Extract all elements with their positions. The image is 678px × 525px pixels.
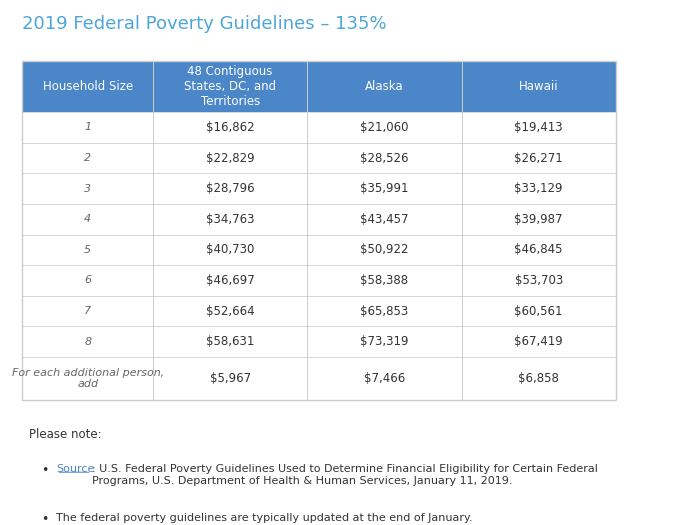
Text: $5,967: $5,967 xyxy=(210,372,251,385)
Text: Hawaii: Hawaii xyxy=(519,80,559,93)
Text: $52,664: $52,664 xyxy=(206,304,254,318)
FancyBboxPatch shape xyxy=(22,357,616,401)
Text: $7,466: $7,466 xyxy=(364,372,405,385)
Text: $6,858: $6,858 xyxy=(518,372,559,385)
Text: $46,845: $46,845 xyxy=(515,244,563,256)
FancyBboxPatch shape xyxy=(22,61,616,112)
Text: $73,319: $73,319 xyxy=(360,335,409,348)
Text: Household Size: Household Size xyxy=(43,80,133,93)
Text: $65,853: $65,853 xyxy=(360,304,409,318)
Text: $35,991: $35,991 xyxy=(360,182,409,195)
FancyBboxPatch shape xyxy=(22,296,616,327)
FancyBboxPatch shape xyxy=(22,143,616,173)
Text: $26,271: $26,271 xyxy=(515,152,563,165)
Text: $39,987: $39,987 xyxy=(515,213,563,226)
Text: 7: 7 xyxy=(84,306,92,316)
Text: $43,457: $43,457 xyxy=(360,213,409,226)
Text: The federal poverty guidelines are typically updated at the end of January.: The federal poverty guidelines are typic… xyxy=(56,512,473,522)
FancyBboxPatch shape xyxy=(22,265,616,296)
Text: $46,697: $46,697 xyxy=(206,274,254,287)
Text: $28,796: $28,796 xyxy=(206,182,254,195)
Text: $19,413: $19,413 xyxy=(515,121,563,134)
FancyBboxPatch shape xyxy=(22,235,616,265)
FancyBboxPatch shape xyxy=(22,173,616,204)
Text: 48 Contiguous
States, DC, and
Territories: 48 Contiguous States, DC, and Territorie… xyxy=(184,65,276,108)
Text: For each additional person,
add: For each additional person, add xyxy=(12,368,164,390)
Text: 2: 2 xyxy=(84,153,92,163)
Text: 2019 Federal Poverty Guidelines – 135%: 2019 Federal Poverty Guidelines – 135% xyxy=(22,15,387,33)
Text: $53,703: $53,703 xyxy=(515,274,563,287)
FancyBboxPatch shape xyxy=(22,327,616,357)
Text: $21,060: $21,060 xyxy=(360,121,409,134)
Text: 3: 3 xyxy=(84,184,92,194)
Text: $33,129: $33,129 xyxy=(515,182,563,195)
Text: $34,763: $34,763 xyxy=(206,213,254,226)
Text: $58,388: $58,388 xyxy=(361,274,409,287)
FancyBboxPatch shape xyxy=(22,112,616,143)
Text: 1: 1 xyxy=(84,122,92,132)
Text: $50,922: $50,922 xyxy=(360,244,409,256)
Text: Alaska: Alaska xyxy=(365,80,404,93)
Text: $22,829: $22,829 xyxy=(206,152,254,165)
Text: $58,631: $58,631 xyxy=(206,335,254,348)
Text: 8: 8 xyxy=(84,337,92,347)
Text: 4: 4 xyxy=(84,214,92,224)
FancyBboxPatch shape xyxy=(22,204,616,235)
Text: •: • xyxy=(41,464,48,477)
Text: $16,862: $16,862 xyxy=(206,121,254,134)
Text: $28,526: $28,526 xyxy=(360,152,409,165)
Text: $60,561: $60,561 xyxy=(515,304,563,318)
Text: $67,419: $67,419 xyxy=(515,335,563,348)
Text: Please note:: Please note: xyxy=(28,428,101,442)
Text: •: • xyxy=(41,512,48,525)
Text: 5: 5 xyxy=(84,245,92,255)
Text: Source: Source xyxy=(56,464,95,474)
Text: $40,730: $40,730 xyxy=(206,244,254,256)
Text: : U.S. Federal Poverty Guidelines Used to Determine Financial Eligibility for Ce: : U.S. Federal Poverty Guidelines Used t… xyxy=(92,464,597,486)
Text: 6: 6 xyxy=(84,276,92,286)
